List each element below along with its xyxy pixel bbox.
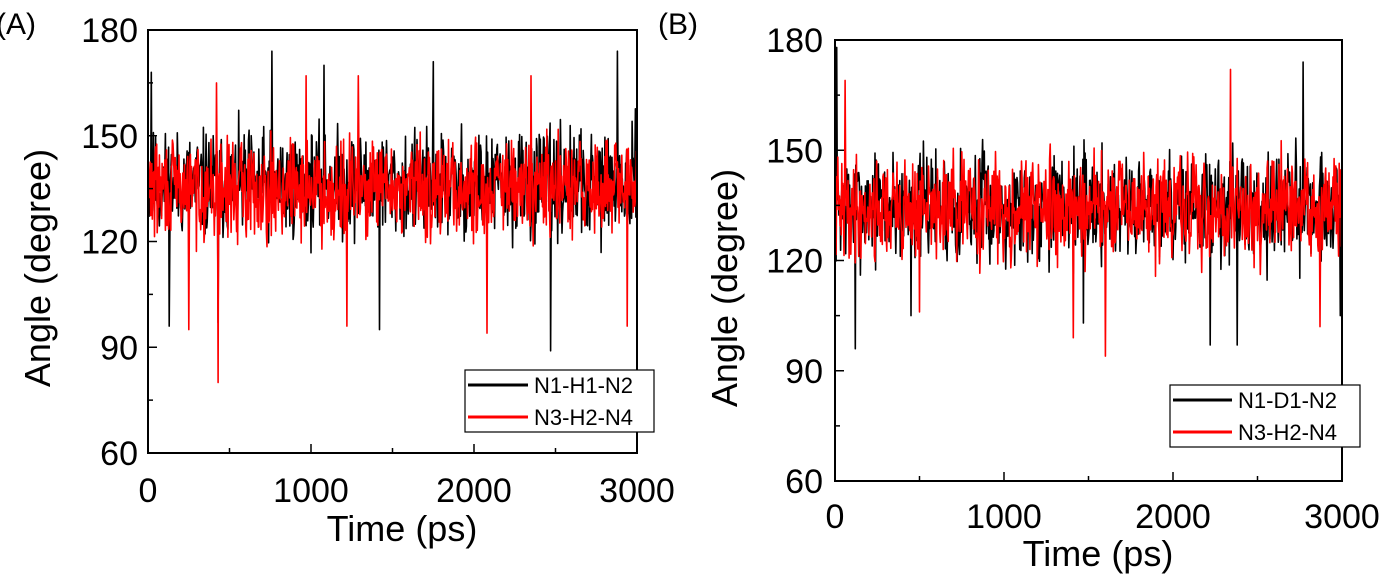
- y-tick-label-a-90: 90: [100, 329, 138, 367]
- legend-b: N1-D1-N2 N3-H2-N4: [1169, 384, 1361, 448]
- legend-label-b-1: N3-H2-N4: [1238, 420, 1337, 445]
- series-layer-b: [834, 46, 1343, 357]
- legend-box-a: [464, 369, 655, 433]
- ticks-layer-b: 0 1000 2000 3000 60 90 120 150 180: [766, 22, 1380, 536]
- legend-label-a-0: N1-H1-N2: [534, 373, 633, 398]
- x-tick-label-a-2000: 2000: [436, 472, 512, 510]
- y-tick-label-a-120: 120: [81, 224, 138, 262]
- x-tick-label-b-1000: 1000: [966, 498, 1042, 536]
- x-axis-label-a: Time (ps): [327, 508, 478, 549]
- panel-a: (A) 0 1000 2000 3000 60 90 120 150 180 Angle (de…: [0, 8, 675, 549]
- y-tick-label-b-180: 180: [766, 22, 823, 60]
- series-line-b-1: [834, 68, 1343, 357]
- legend-label-b-0: N1-D1-N2: [1238, 388, 1337, 413]
- y-tick-label-b-150: 150: [766, 132, 823, 170]
- ticks-layer-a: 0 1000 2000 3000 60 90 120 150 180: [81, 12, 675, 510]
- y-axis-label-b: Angle (degree): [704, 169, 745, 407]
- y-tick-label-a-60: 60: [100, 435, 138, 473]
- panel-label-b: (B): [658, 8, 698, 41]
- y-tick-label-a-180: 180: [81, 12, 138, 50]
- legend-label-a-1: N3-H2-N4: [534, 405, 633, 430]
- x-tick-label-a-3000: 3000: [599, 472, 675, 510]
- x-tick-label-b-2000: 2000: [1135, 498, 1211, 536]
- x-tick-label-a-1000: 1000: [273, 472, 349, 510]
- panel-label-a: (A): [0, 8, 36, 41]
- y-axis-label-a: Angle (degree): [17, 149, 58, 387]
- series-line-a-1: [147, 75, 638, 384]
- y-tick-label-a-150: 150: [81, 118, 138, 156]
- x-tick-label-b-0: 0: [826, 498, 845, 536]
- panel-b: (B) 0 1000 2000 3000 60 90 120 150 180 Angle (de…: [658, 8, 1380, 574]
- y-tick-label-b-60: 60: [785, 463, 823, 501]
- x-tick-label-a-0: 0: [139, 472, 158, 510]
- x-axis-label-b: Time (ps): [1023, 533, 1174, 574]
- legend-a: N1-H1-N2 N3-H2-N4: [464, 369, 655, 433]
- series-layer-a: [147, 50, 638, 384]
- x-tick-label-b-3000: 3000: [1304, 498, 1380, 536]
- y-tick-label-b-120: 120: [766, 243, 823, 281]
- legend-box-b: [1169, 384, 1361, 448]
- y-tick-label-b-90: 90: [785, 353, 823, 391]
